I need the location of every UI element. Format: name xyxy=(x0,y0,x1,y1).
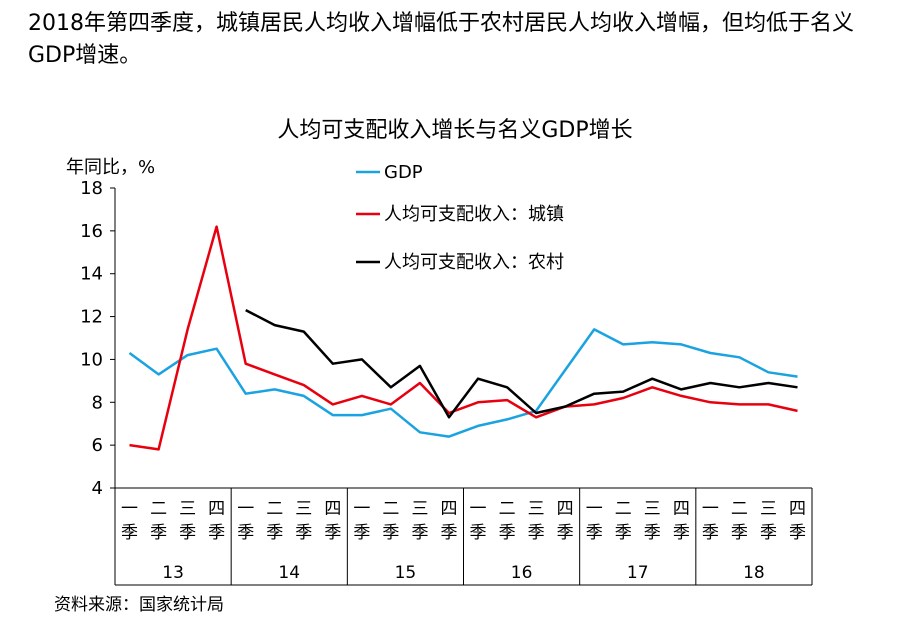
x-quarter-label-bottom: 季 xyxy=(121,523,138,543)
legend-label: GDP xyxy=(384,162,423,183)
y-tick-label: 10 xyxy=(80,349,103,370)
x-quarter-label-bottom: 季 xyxy=(702,523,719,543)
x-quarter-label-top: 一 xyxy=(586,499,603,519)
y-axis-label: 年同比，% xyxy=(66,157,155,178)
y-tick-label: 8 xyxy=(92,392,103,413)
x-year-label: 14 xyxy=(278,563,300,583)
x-quarter-label-bottom: 季 xyxy=(586,523,603,543)
series-line-1 xyxy=(129,225,798,451)
chart-title: 人均可支配收入增长与名义GDP增长 xyxy=(277,118,632,143)
x-quarter-label-top: 四 xyxy=(440,499,457,519)
headline: 2018年第四季度，城镇居民人均收入增幅低于农村居民人均收入增幅，但均低于名义G… xyxy=(28,11,854,68)
x-quarter-label-top: 一 xyxy=(470,499,487,519)
x-quarter-label-bottom: 季 xyxy=(470,523,487,543)
y-tick-label: 4 xyxy=(92,478,103,499)
x-quarter-label-top: 二 xyxy=(150,499,167,519)
x-quarter-label-bottom: 季 xyxy=(295,523,312,543)
x-quarter-label-top: 二 xyxy=(731,499,748,519)
x-quarter-label-top: 二 xyxy=(499,499,516,519)
legend-label: 人均可支配收入：农村 xyxy=(384,252,564,273)
x-quarter-label-top: 四 xyxy=(673,499,690,519)
x-year-label: 17 xyxy=(627,563,649,583)
x-quarter-label-bottom: 季 xyxy=(789,523,806,543)
x-quarter-label-top: 一 xyxy=(237,499,254,519)
x-quarter-label-bottom: 季 xyxy=(440,523,457,543)
x-quarter-label-bottom: 季 xyxy=(644,523,661,543)
source-note: 资料来源：国家统计局 xyxy=(54,595,224,615)
y-tick-label: 16 xyxy=(80,221,103,242)
x-quarter-label-bottom: 季 xyxy=(324,523,341,543)
x-quarter-label-top: 一 xyxy=(353,499,370,519)
x-quarter-label-bottom: 季 xyxy=(208,523,225,543)
x-year-label: 13 xyxy=(162,563,184,583)
x-quarter-label-top: 四 xyxy=(557,499,574,519)
x-quarter-label-top: 四 xyxy=(208,499,225,519)
x-quarter-label-bottom: 季 xyxy=(615,523,632,543)
x-quarter-label-bottom: 季 xyxy=(266,523,283,543)
y-tick-label: 18 xyxy=(80,178,103,199)
x-year-label: 16 xyxy=(511,563,533,583)
x-quarter-label-bottom: 季 xyxy=(411,523,428,543)
y-tick-label: 12 xyxy=(80,307,103,328)
series-line-0 xyxy=(128,328,798,438)
y-tick-label: 14 xyxy=(80,264,103,285)
x-quarter-label-bottom: 季 xyxy=(150,523,167,543)
x-quarter-label-top: 三 xyxy=(295,499,312,519)
series-line-2 xyxy=(245,308,798,419)
x-quarter-label-top: 三 xyxy=(179,499,196,519)
x-quarter-label-top: 二 xyxy=(615,499,632,519)
x-quarter-label-bottom: 季 xyxy=(237,523,254,543)
x-quarter-label-top: 三 xyxy=(411,499,428,519)
x-quarter-label-bottom: 季 xyxy=(179,523,196,543)
x-quarter-label-top: 二 xyxy=(266,499,283,519)
x-quarter-label-top: 四 xyxy=(789,499,806,519)
x-quarter-label-top: 三 xyxy=(760,499,777,519)
x-quarter-label-top: 三 xyxy=(528,499,545,519)
x-quarter-label-top: 四 xyxy=(324,499,341,519)
x-quarter-label-bottom: 季 xyxy=(760,523,777,543)
x-quarter-label-top: 三 xyxy=(644,499,661,519)
x-quarter-label-bottom: 季 xyxy=(382,523,399,543)
x-quarter-label-top: 一 xyxy=(121,499,138,519)
x-quarter-label-bottom: 季 xyxy=(499,523,516,543)
x-quarter-label-bottom: 季 xyxy=(673,523,690,543)
x-quarter-label-bottom: 季 xyxy=(528,523,545,543)
x-quarter-label-top: 一 xyxy=(702,499,719,519)
x-year-label: 18 xyxy=(743,563,765,583)
x-quarter-label-bottom: 季 xyxy=(557,523,574,543)
x-quarter-label-bottom: 季 xyxy=(353,523,370,543)
x-quarter-label-bottom: 季 xyxy=(731,523,748,543)
y-tick-label: 6 xyxy=(92,435,103,456)
x-year-label: 15 xyxy=(395,563,417,583)
legend-label: 人均可支配收入：城镇 xyxy=(384,204,564,225)
x-quarter-label-top: 二 xyxy=(382,499,399,519)
